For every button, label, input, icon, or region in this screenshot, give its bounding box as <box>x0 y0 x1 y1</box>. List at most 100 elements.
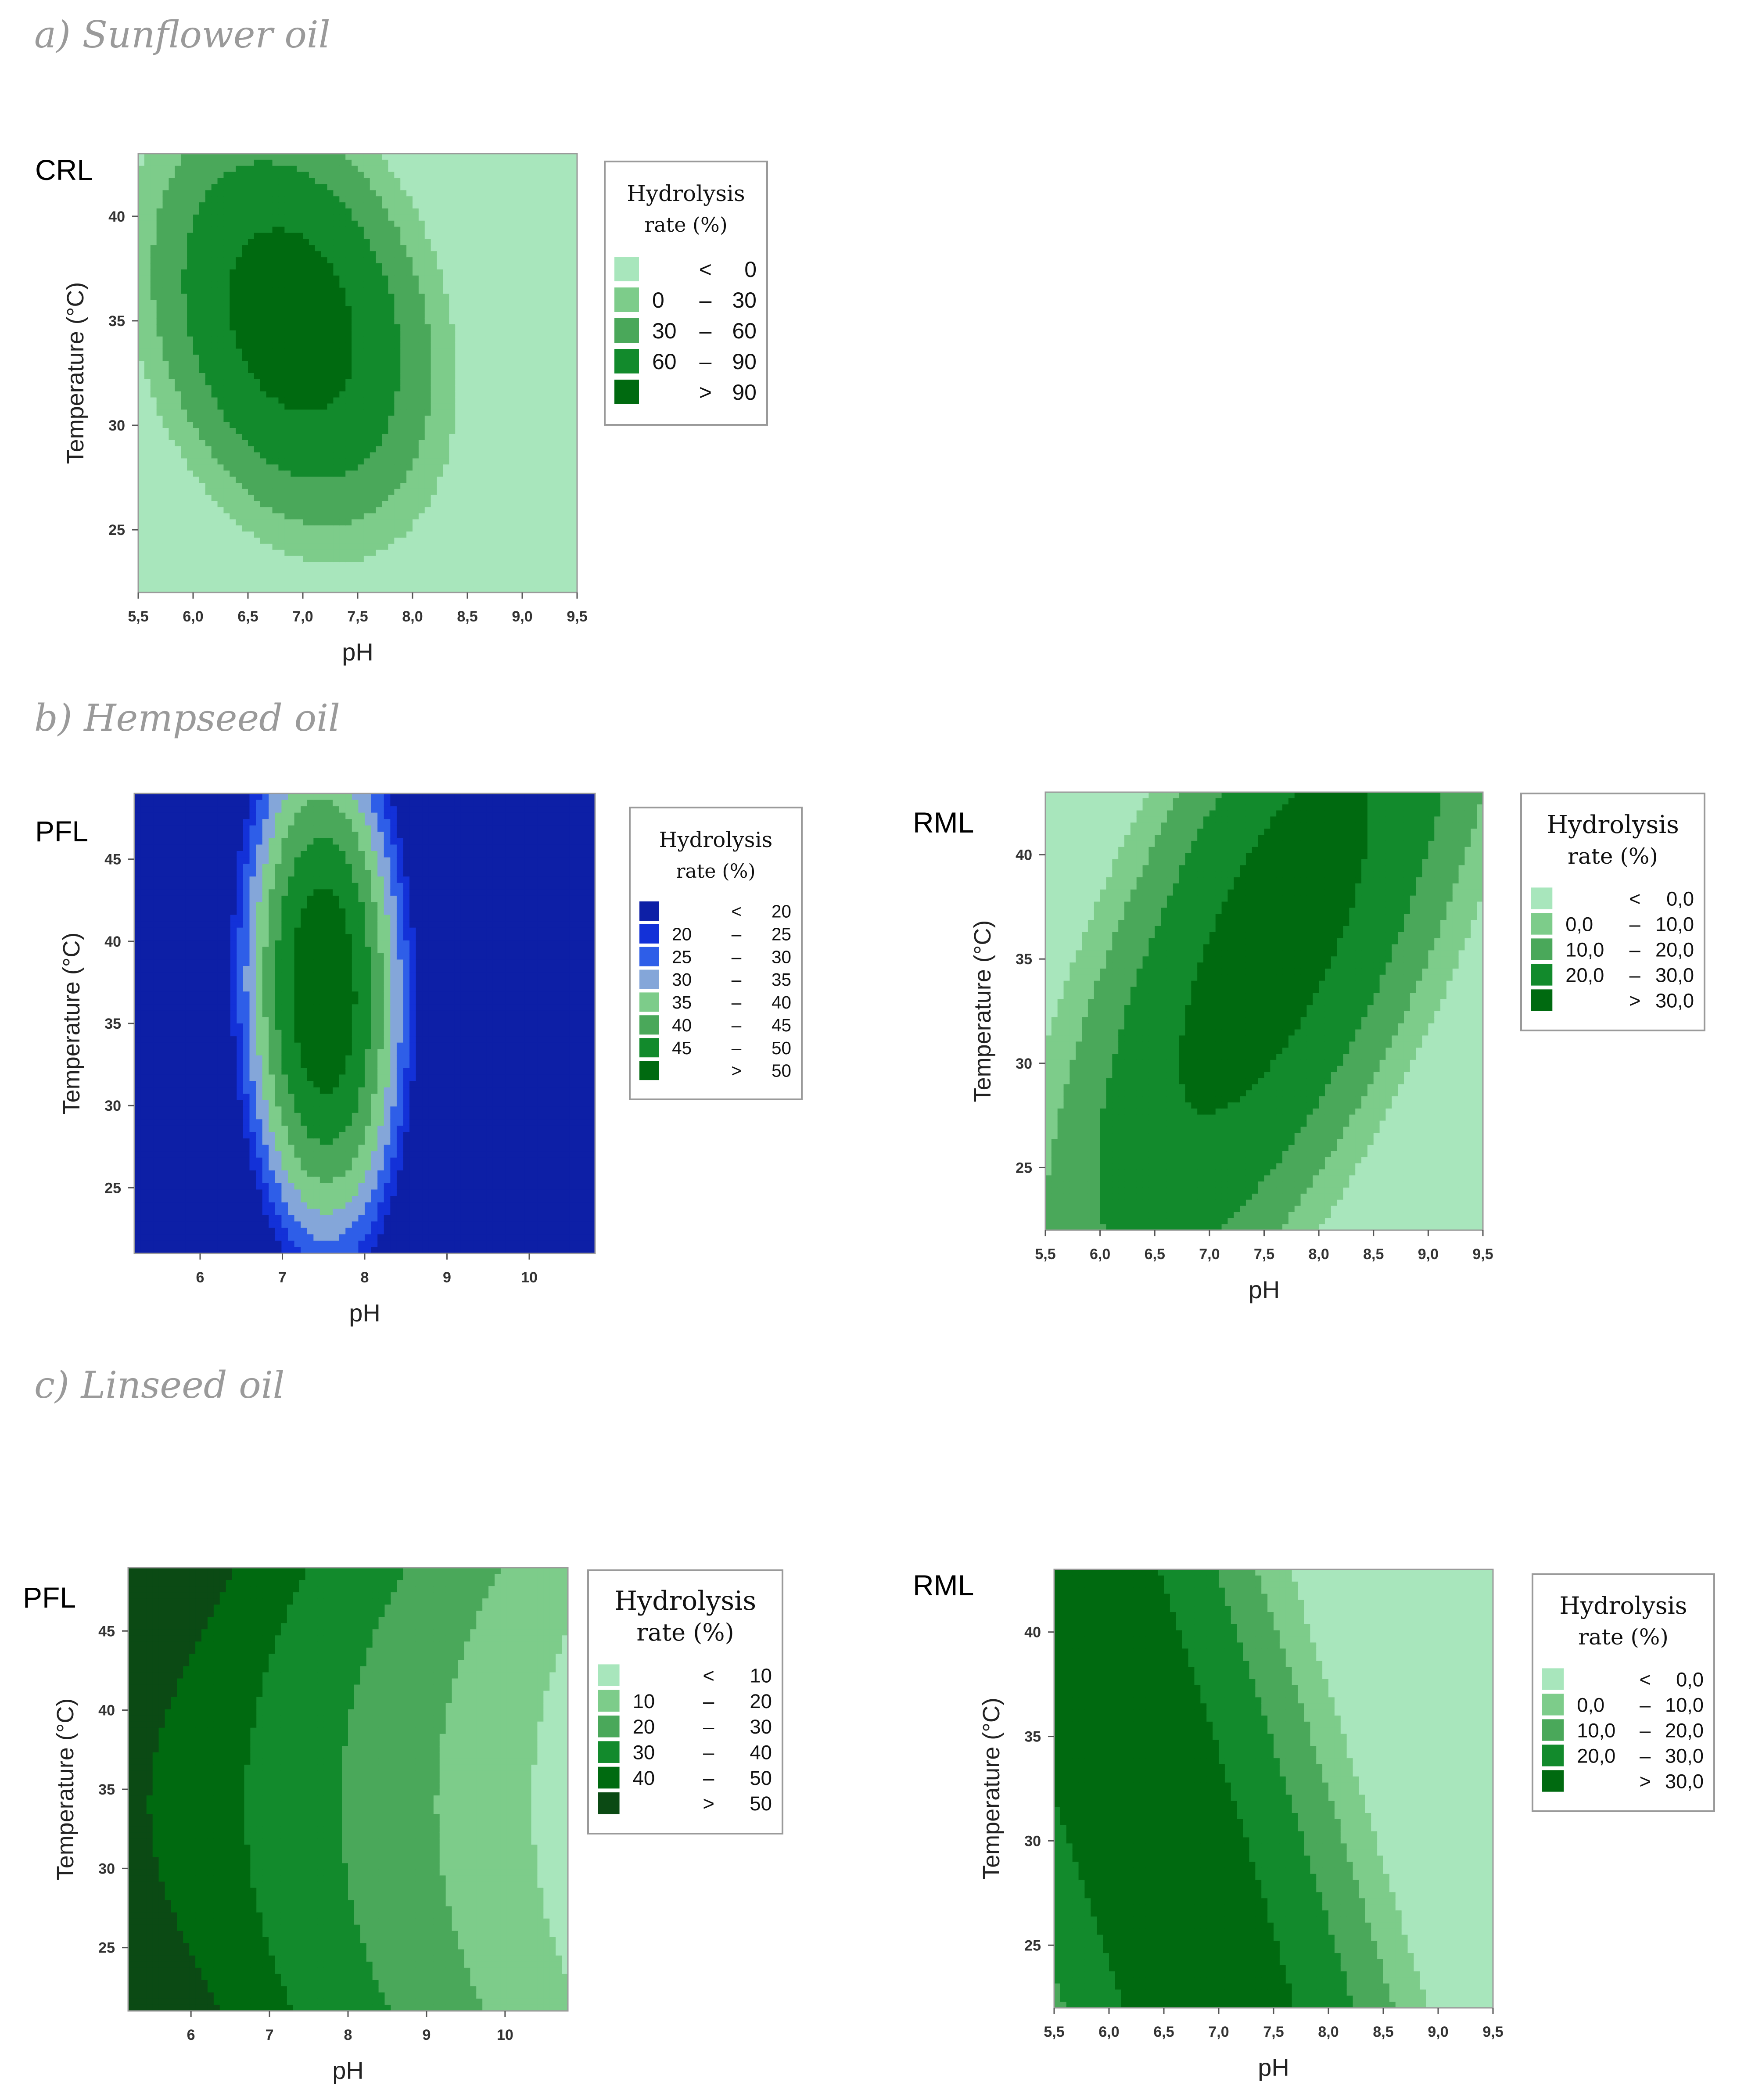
contour-cell <box>382 562 389 569</box>
contour-cell <box>467 549 474 556</box>
contour-cell <box>528 562 535 569</box>
contour-cell <box>546 458 553 465</box>
contour-cell <box>144 373 151 380</box>
contour-cell <box>156 458 163 465</box>
contour-cell <box>485 355 492 362</box>
contour-cell <box>187 488 194 495</box>
contour-cell <box>291 580 297 587</box>
contour-cell <box>492 568 499 575</box>
contour-cell <box>150 495 157 502</box>
contour-cell <box>333 409 340 416</box>
contour-cell <box>443 287 450 294</box>
contour-cell <box>418 513 425 520</box>
contour-cell <box>236 531 242 538</box>
contour-cell <box>394 312 401 319</box>
contour-cell <box>370 543 377 550</box>
contour-cell <box>363 208 370 215</box>
contour-cell <box>309 422 316 428</box>
contour-cell <box>297 214 303 221</box>
contour-cell <box>498 568 505 575</box>
contour-cell <box>199 586 206 592</box>
contour-cell <box>236 501 242 508</box>
contour-cell <box>479 556 486 563</box>
contour-cell <box>230 586 237 592</box>
contour-cell <box>321 452 328 459</box>
contour-cell <box>266 367 273 373</box>
contour-cell <box>205 483 212 489</box>
contour-cell <box>352 373 358 380</box>
contour-cell <box>394 373 401 380</box>
contour-cell <box>437 422 444 428</box>
contour-cell <box>455 556 462 563</box>
contour-cell <box>345 312 352 319</box>
contour-cell <box>333 373 340 380</box>
contour-cell <box>321 202 328 209</box>
contour-cell <box>418 361 425 367</box>
contour-cell <box>327 214 334 221</box>
contour-cell <box>394 501 401 508</box>
contour-cell <box>309 586 316 592</box>
contour-cell <box>516 470 523 477</box>
contour-cell <box>516 318 523 325</box>
contour-cell <box>413 324 419 331</box>
contour-cell <box>485 416 492 422</box>
contour-cell <box>315 434 322 441</box>
contour-cell <box>352 574 358 581</box>
contour-cell <box>266 525 273 532</box>
contour-cell <box>272 385 279 392</box>
contour-cell <box>199 568 206 575</box>
contour-cell <box>345 355 352 362</box>
contour-cell <box>162 574 169 581</box>
contour-cell <box>553 324 560 331</box>
contour-cell <box>370 416 377 422</box>
contour-cell <box>492 330 499 337</box>
contour-cell <box>455 233 462 240</box>
contour-cell <box>370 159 377 166</box>
contour-cell <box>424 165 431 172</box>
contour-cell <box>540 233 547 240</box>
contour-cell <box>150 226 157 233</box>
contour-cell <box>498 379 505 386</box>
contour-cell <box>534 464 541 471</box>
contour-cell <box>150 257 157 264</box>
contour-cell <box>510 501 517 508</box>
contour-cell <box>370 348 377 355</box>
contour-cell <box>363 397 370 404</box>
contour-cell <box>492 226 499 233</box>
contour-cell <box>376 574 383 581</box>
contour-cell <box>418 251 425 258</box>
contour-cell <box>504 562 511 569</box>
contour-cell <box>138 586 145 592</box>
contour-cell <box>150 330 157 337</box>
contour-cell <box>559 190 566 197</box>
contour-cell <box>516 214 523 221</box>
contour-cell <box>345 220 352 227</box>
contour-cell <box>424 336 431 343</box>
contour-cell <box>546 275 553 282</box>
contour-cell <box>187 525 194 532</box>
contour-cell <box>376 239 383 246</box>
contour-cell <box>254 233 261 240</box>
contour-cell <box>138 172 145 179</box>
contour-cell <box>352 519 358 526</box>
contour-cell <box>553 385 560 392</box>
contour-cell <box>242 367 248 373</box>
contour-cell <box>461 549 468 556</box>
contour-cell <box>230 580 237 587</box>
contour-cell <box>370 294 377 301</box>
contour-cell <box>181 208 187 215</box>
contour-cell <box>400 440 407 447</box>
contour-cell <box>376 440 383 447</box>
contour-cell <box>388 367 395 373</box>
contour-cell <box>175 239 182 246</box>
contour-cell <box>461 495 468 502</box>
contour-cell <box>424 525 431 532</box>
contour-cell <box>291 483 297 489</box>
contour-cell <box>156 245 163 252</box>
contour-cell <box>498 312 505 319</box>
contour-cell <box>443 306 450 312</box>
contour-cell <box>230 154 237 160</box>
contour-cell <box>291 294 297 301</box>
contour-cell <box>424 556 431 563</box>
contour-cell <box>363 214 370 221</box>
